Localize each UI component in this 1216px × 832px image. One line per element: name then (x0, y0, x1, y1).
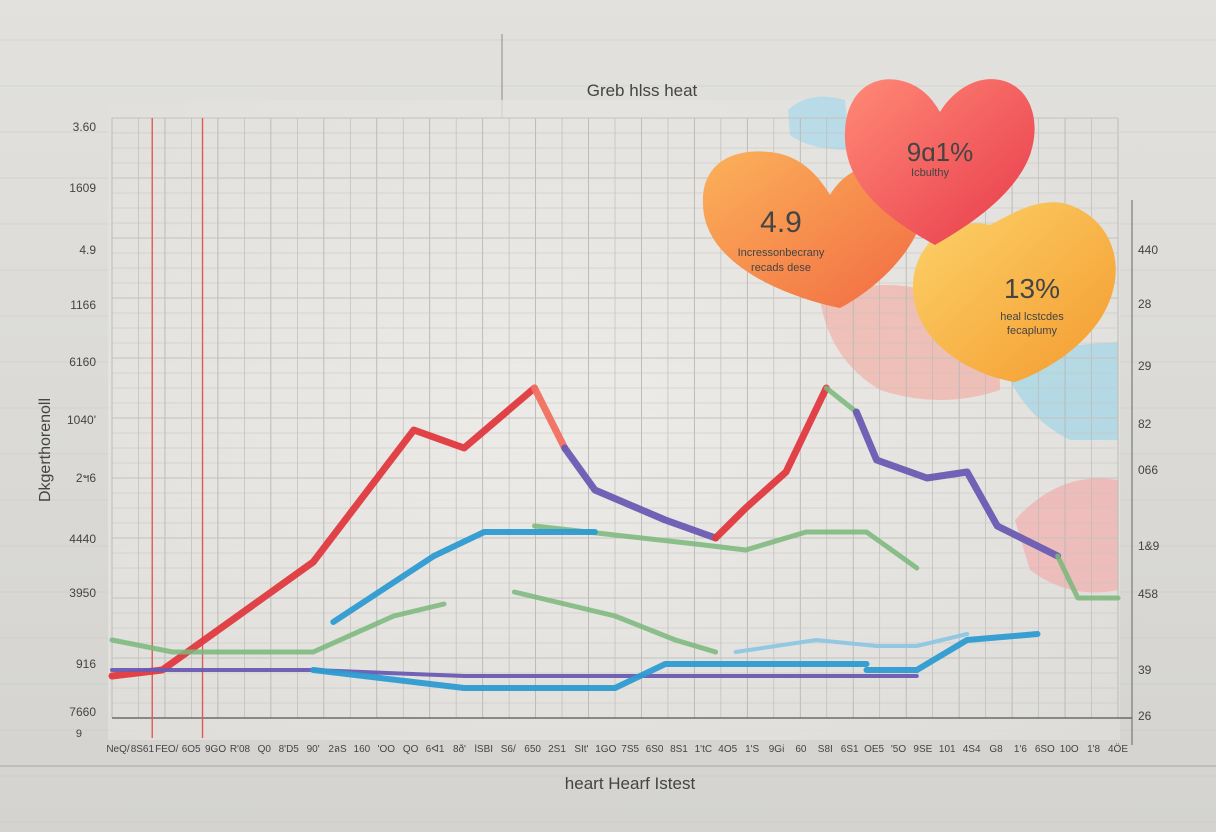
y-tick-label-right: 26 (1138, 709, 1152, 723)
y-tick-label-right: 39 (1138, 663, 1152, 677)
reference-lines (151, 118, 204, 738)
x-tick-label: 60 (795, 744, 807, 755)
series-line-blue (863, 631, 1041, 673)
heart-icon (844, 79, 1035, 245)
y-tick-label-right: 82 (1138, 417, 1152, 431)
x-tick-label: 6SO (1035, 744, 1055, 755)
series-line-green (823, 385, 859, 415)
x-tick-label: S8I (818, 744, 833, 755)
x-tick-label: OE5 (864, 744, 884, 755)
y-axis-right: 440 28 29 82 066 1&9 458 39 26 (1138, 243, 1160, 723)
y-tick-label-left: 3.60 (73, 120, 97, 134)
x-tick-label: NeQ/ (106, 744, 130, 755)
grid-lines (111, 117, 1133, 745)
chart-title: Greb hlss heat (587, 81, 698, 100)
x-tick-label: 8ð' (453, 743, 466, 755)
y-tick-label-left: 7660 (69, 705, 96, 719)
x-tick-label: 90' (307, 744, 320, 755)
x-tick-label: 8'D5 (279, 744, 300, 755)
x-tick-label: R'08 (230, 744, 251, 755)
x-tick-label: G8 (989, 744, 1003, 755)
x-tick-label: 650 (524, 744, 541, 755)
series-line-green (511, 589, 719, 655)
x-tick-label: 4ÖE (1108, 743, 1128, 755)
series-line-purple_top (561, 444, 720, 542)
x-tick-label: 160 (354, 744, 371, 755)
y-tick-label-right: 440 (1138, 243, 1158, 257)
annotation-label-line1: heal lcstcdes (1000, 311, 1064, 323)
x-tick-label: Q0 (258, 744, 272, 755)
x-tick-label: 6S1 (841, 744, 859, 755)
y-axis-left: 3.60 1609 4.9 1166 6160 1040' 2ฯ6 4440 3950 916 76… (67, 120, 96, 719)
x-tick-label: 1'8 (1087, 744, 1100, 755)
x-tick-label: '5O (891, 744, 906, 755)
x-tick-label: 7S5 (621, 744, 639, 755)
y-tick-label-left: 2ฯ6 (76, 471, 96, 485)
annotation-value: 4.9 (760, 206, 802, 239)
x-tick-label: 'OO (378, 744, 396, 755)
heart-annotation-red: 9ɑ1% Icbulthy (844, 79, 1035, 245)
x-tick-label: 8S1 (670, 744, 688, 755)
annotation-label-line2: fecaplumy (1007, 325, 1058, 337)
series-line-lightblue (733, 632, 970, 654)
x-tick-label: FEO/ (155, 744, 179, 755)
x-tick-label: 1'tC (695, 744, 712, 755)
x-tick-label: 1GO (595, 744, 616, 755)
x-tick-label: 1'6 (1014, 744, 1027, 755)
x-tick-label: 9Gi (769, 744, 785, 755)
heart-annotation-yellow: 13% heal lcstcdes fecaplumy (912, 202, 1116, 382)
y-tick-label-left: 3950 (69, 586, 96, 600)
x-tick-label: 9SE (913, 744, 932, 755)
y-tick-label-left: 1040' (67, 413, 96, 427)
series-line-purple_top (852, 408, 1062, 560)
x-tick-label: 4O5 (718, 744, 737, 755)
series-line-salmon (531, 384, 569, 452)
y-tick-label-right: 1&9 (1138, 539, 1160, 553)
annotation-label-line1: Incressonbecrany (738, 247, 825, 259)
series-line-green (1055, 553, 1121, 601)
x-tick-label: 9GO (205, 744, 226, 755)
x-tick-label: SIt' (574, 744, 588, 755)
x-tick-label: 4S4 (963, 744, 981, 755)
x-tick-label: QO (403, 744, 419, 755)
x-axis: NeQ/8S61 FEO/6O5 9GO R'08 Q0 8'D5 90' 2ลS 160 'OO… (106, 743, 1128, 755)
x-tick-label: S6/ (501, 744, 516, 755)
y-tick-label-left: 4440 (69, 532, 96, 546)
annotation-label-line2: recads dese (751, 262, 811, 274)
x-axis-title: heart Hearf Istest (565, 774, 696, 793)
x-tick-label: 10O (1060, 744, 1079, 755)
x-tick-label: 6S0 (646, 744, 664, 755)
series-line-blue (330, 529, 598, 625)
x-tick-label: 6O5 (182, 744, 201, 755)
x-tick-label: 2ลS (328, 744, 347, 755)
annotation-value: 9ɑ1% (907, 137, 974, 167)
y-axis-title: Dkgerthorenoll (37, 398, 54, 502)
series-line-green (532, 523, 920, 571)
y-tick-label-left: 4.9 (79, 243, 96, 257)
annotation-value: 13% (1004, 273, 1060, 304)
x-tick-label: 8S61 (131, 744, 155, 755)
series-line-red (712, 384, 830, 542)
y-tick-label-right: 458 (1138, 587, 1158, 601)
annotation-label: Icbulthy (911, 167, 949, 179)
x-tick-label: 101 (939, 744, 956, 755)
y-tick-label-left: 1609 (69, 181, 96, 195)
series-line-green (109, 601, 447, 655)
y-tick-label-left: 6160 (69, 355, 96, 369)
y-tick-label-right: 066 (1138, 463, 1158, 477)
x-tick-label: 6ᐊ1 (426, 744, 445, 755)
y-tick-label-right: 29 (1138, 359, 1152, 373)
heart-icon (912, 202, 1116, 382)
y-tick-label-left: 916 (76, 657, 96, 671)
x-tick-label: 1'S (745, 744, 759, 755)
y-tick-label-left: 1166 (70, 298, 96, 312)
y-tick-label-right: 28 (1138, 297, 1152, 311)
y-tick-left-extra: 9 (76, 728, 82, 740)
series-line-purple (110, 668, 919, 678)
series-line-blue (310, 661, 870, 691)
series-layer (108, 384, 1121, 691)
x-tick-label: 2S1 (548, 744, 566, 755)
x-tick-label: lSBI (475, 744, 493, 755)
